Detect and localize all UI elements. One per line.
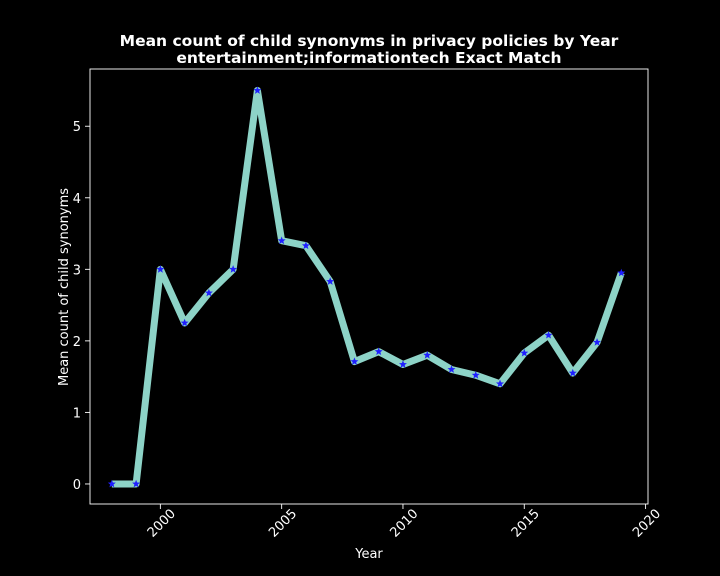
x-tick-label: 2000: [145, 507, 179, 541]
series-markers: [107, 86, 626, 488]
y-axis-label: Mean count of child synonyms: [57, 188, 72, 386]
data-point: [301, 241, 310, 250]
x-tick-label: 2010: [387, 507, 421, 541]
data-point: [496, 379, 504, 388]
y-tick-label: 1: [73, 406, 81, 421]
data-point: [593, 338, 602, 346]
y-tick-label: 4: [73, 192, 81, 207]
x-tick-label: 2015: [509, 507, 543, 541]
data-point: [423, 350, 432, 359]
chart-subtitle: entertainment;informationtech Exact Matc…: [176, 49, 561, 67]
data-point: [447, 365, 456, 373]
data-point: [350, 357, 359, 366]
series-line: [111, 86, 625, 488]
y-tick-label: 5: [73, 120, 81, 135]
data-point: [568, 368, 577, 377]
data-point: [180, 318, 189, 327]
data-point: [107, 479, 116, 488]
x-axis: 2000 2005 2010 2015 2020: [145, 504, 664, 541]
data-point: [374, 347, 383, 355]
y-tick-label: 3: [73, 263, 81, 278]
y-tick-label: 2: [73, 335, 81, 350]
chart-title: Mean count of child synonyms in privacy …: [120, 32, 619, 50]
data-point: [544, 330, 553, 339]
data-point: [204, 288, 213, 297]
y-axis: 0 1 2 3 4 5: [73, 120, 90, 493]
data-point: [277, 236, 286, 245]
x-tick-label: 2020: [630, 507, 664, 541]
x-axis-label: Year: [354, 547, 383, 562]
data-point: [326, 277, 335, 285]
y-tick-label: 0: [73, 478, 81, 493]
data-point: [253, 86, 262, 94]
plot-area: [89, 68, 649, 505]
data-point: [617, 268, 626, 277]
data-point: [156, 265, 165, 273]
data-point: [398, 360, 407, 368]
data-point: [132, 479, 141, 488]
data-point: [229, 265, 238, 273]
data-point: [520, 348, 529, 357]
x-tick-label: 2005: [266, 507, 300, 541]
data-point: [471, 371, 480, 379]
